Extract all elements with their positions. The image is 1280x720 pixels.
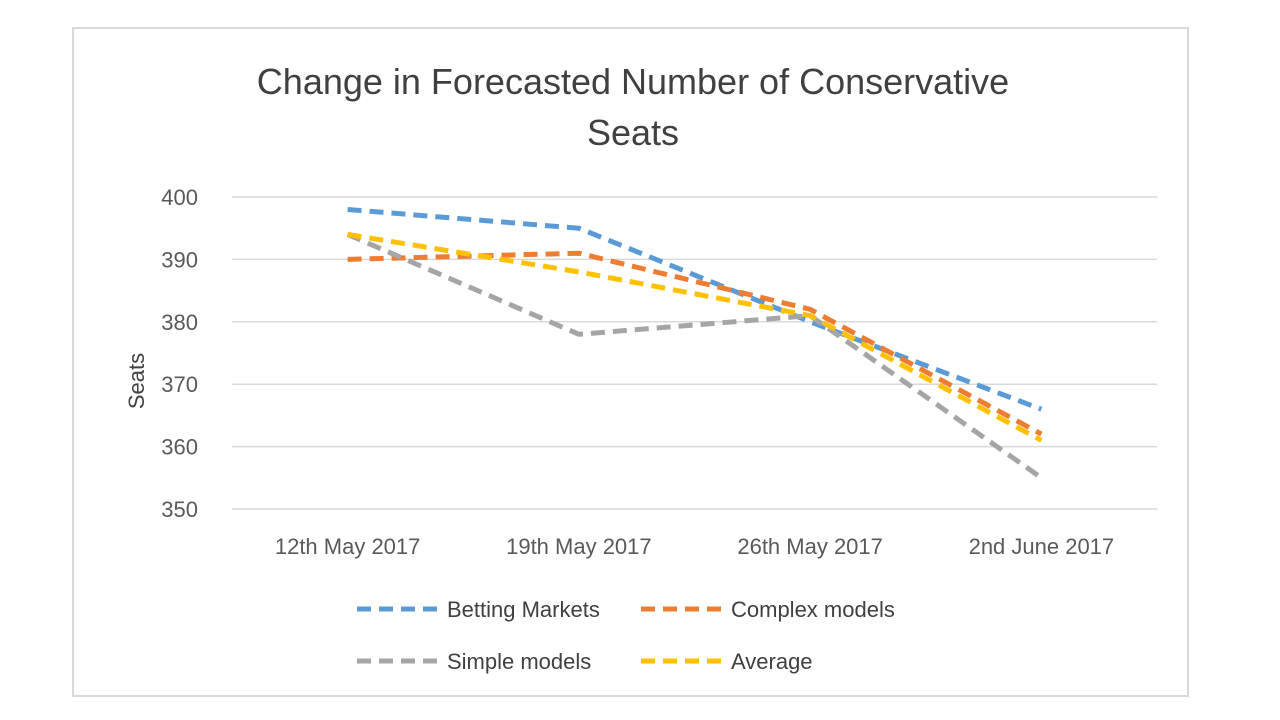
series-line-complex-models xyxy=(347,250,1043,437)
gridlines xyxy=(232,196,1157,510)
legend: Betting Markets Complex models Simple mode… xyxy=(357,597,895,674)
chart-svg: Change in Forecasted Number of Conservat… xyxy=(124,61,1157,674)
chart-title-line-2: Seats xyxy=(587,112,679,153)
y-tick-label: 380 xyxy=(161,310,198,335)
legend-label-betting-markets: Betting Markets xyxy=(447,597,600,622)
y-tick-labels: 350 360 370 380 390 400 xyxy=(161,185,198,522)
y-tick-label: 370 xyxy=(161,372,198,397)
series-line-average xyxy=(347,231,1043,443)
legend-label-simple-models: Simple models xyxy=(447,649,591,674)
x-tick-label: 19th May 2017 xyxy=(506,534,652,559)
series-lines xyxy=(346,207,1043,480)
chart-frame: Change in Forecasted Number of Conservat… xyxy=(72,27,1189,697)
legend-label-average: Average xyxy=(731,649,813,674)
y-tick-label: 390 xyxy=(161,247,198,272)
x-tick-labels: 12th May 2017 19th May 2017 26th May 2017 2… xyxy=(275,534,1114,559)
y-axis-title: Seats xyxy=(124,353,149,409)
chart-title-line-1: Change in Forecasted Number of Conservat… xyxy=(257,61,1009,102)
y-tick-label: 360 xyxy=(161,435,198,460)
series-line-simple-models xyxy=(346,232,1043,480)
x-tick-label: 2nd June 2017 xyxy=(969,534,1115,559)
x-tick-label: 26th May 2017 xyxy=(737,534,883,559)
y-tick-label: 350 xyxy=(161,497,198,522)
x-tick-label: 12th May 2017 xyxy=(275,534,421,559)
legend-label-complex-models: Complex models xyxy=(731,597,895,622)
series-line-betting-markets xyxy=(347,207,1043,412)
y-tick-label: 400 xyxy=(161,185,198,210)
